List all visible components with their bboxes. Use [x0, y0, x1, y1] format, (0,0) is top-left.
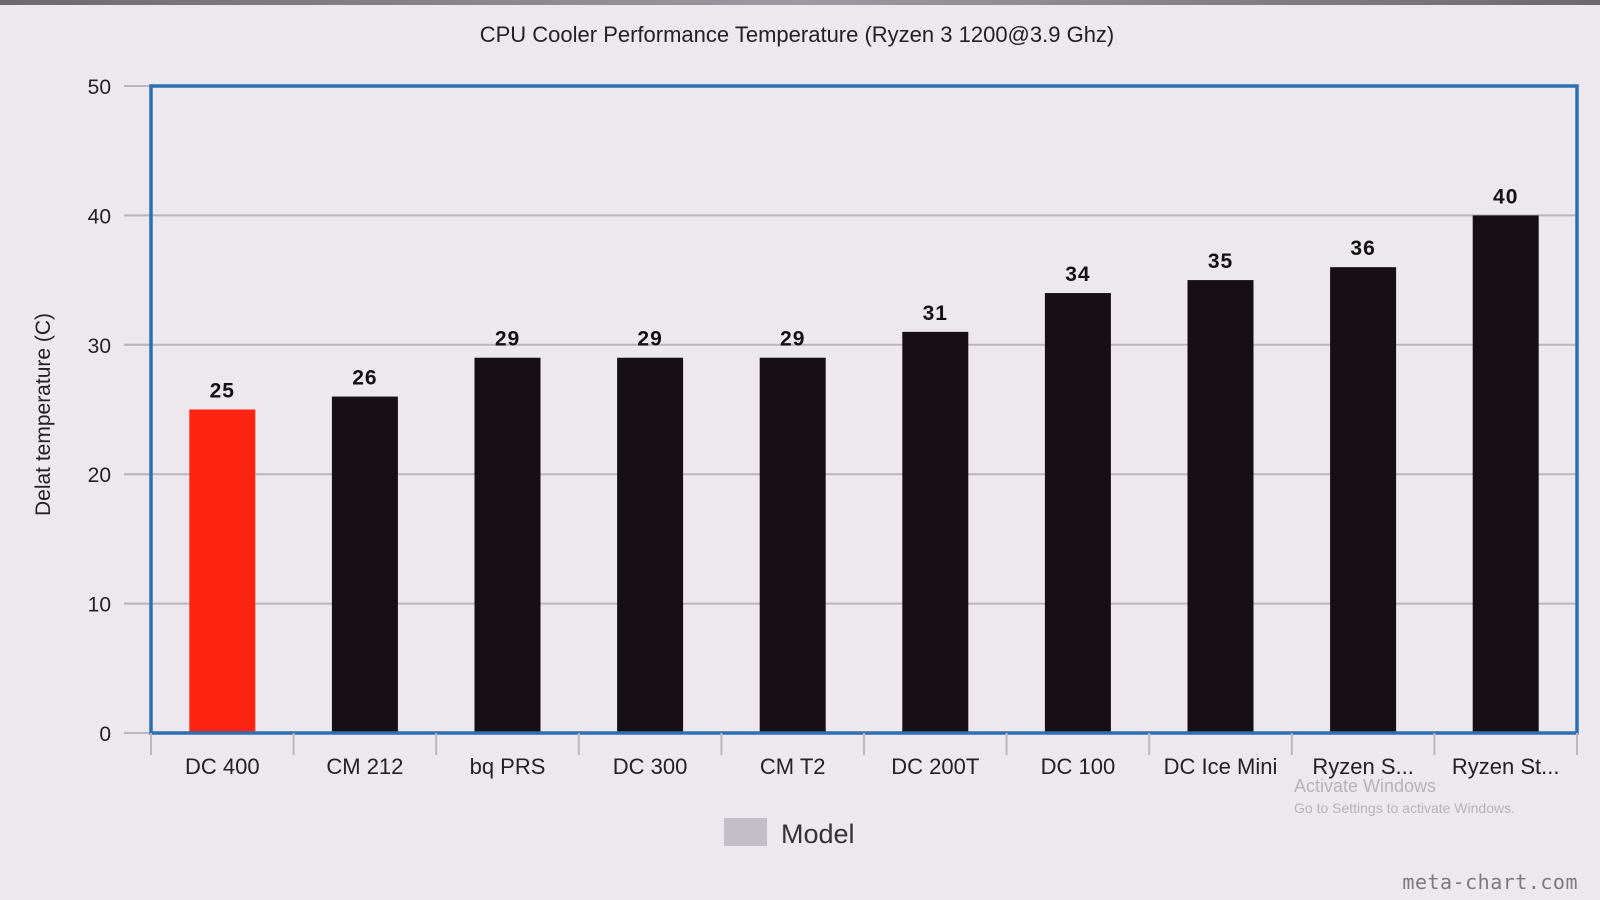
bar-0 — [189, 409, 256, 733]
bar-5 — [902, 331, 969, 733]
y-axis-ticks: 0 10 20 30 40 50 — [88, 76, 111, 746]
y-tick-label: 40 — [88, 205, 111, 228]
activation-subtitle: Go to Settings to activate Windows. — [1294, 800, 1515, 816]
x-tick-label-9: Ryzen St... — [1452, 754, 1560, 779]
x-axis-ticks: DC 400 CM 212 bq PRS DC 300 CM T2 DC 200T DC 1… — [150, 733, 1578, 779]
bar-8 — [1330, 267, 1397, 733]
data-label-1: 26 — [352, 367, 377, 390]
x-tick-label-0: DC 400 — [185, 754, 260, 779]
bar-1 — [331, 396, 398, 733]
y-axis-label: Delat temperature (C) — [32, 313, 55, 516]
bar-7 — [1187, 280, 1254, 733]
data-labels: 25 26 29 29 29 31 34 35 36 40 — [210, 185, 1518, 403]
bar-9 — [1472, 215, 1539, 733]
bar-6 — [1044, 293, 1111, 733]
bars — [189, 215, 1539, 733]
legend-label-model: Model — [781, 819, 855, 849]
x-tick-label-1: CM 212 — [326, 754, 403, 779]
legend-swatch — [724, 818, 767, 846]
data-label-4: 29 — [780, 328, 805, 351]
data-label-7: 35 — [1208, 250, 1233, 273]
x-tick-label-8: Ryzen S... — [1312, 754, 1413, 779]
x-tick-label-7: DC Ice Mini — [1164, 754, 1278, 779]
y-tick-label: 10 — [88, 594, 111, 617]
chart-title: CPU Cooler Performance Temperature (Ryze… — [480, 22, 1115, 47]
legend: Model — [724, 818, 855, 849]
y-tick-label: 0 — [99, 723, 111, 746]
data-label-9: 40 — [1493, 185, 1518, 208]
bar-3 — [617, 357, 684, 733]
chart-credit: meta-chart.com — [1402, 870, 1578, 894]
y-tick-label: 30 — [88, 335, 111, 358]
x-tick-label-5: DC 200T — [891, 754, 979, 779]
bar-4 — [759, 357, 826, 733]
x-tick-label-3: DC 300 — [613, 754, 688, 779]
x-tick-label-2: bq PRS — [470, 754, 546, 779]
data-label-5: 31 — [923, 302, 948, 325]
y-tick-label: 20 — [88, 464, 111, 487]
x-tick-label-6: DC 100 — [1041, 754, 1116, 779]
data-label-3: 29 — [637, 328, 662, 351]
windows-activation-watermark: Activate Windows Go to Settings to activ… — [1294, 776, 1515, 816]
window-top-strip — [0, 0, 1600, 5]
data-label-6: 34 — [1065, 263, 1090, 286]
data-label-8: 36 — [1350, 237, 1375, 260]
data-label-0: 25 — [210, 380, 235, 403]
activation-title: Activate Windows — [1294, 776, 1437, 796]
data-label-2: 29 — [495, 328, 520, 351]
x-tick-label-4: CM T2 — [760, 754, 826, 779]
y-tick-label: 50 — [88, 76, 111, 99]
bar-2 — [474, 357, 541, 733]
